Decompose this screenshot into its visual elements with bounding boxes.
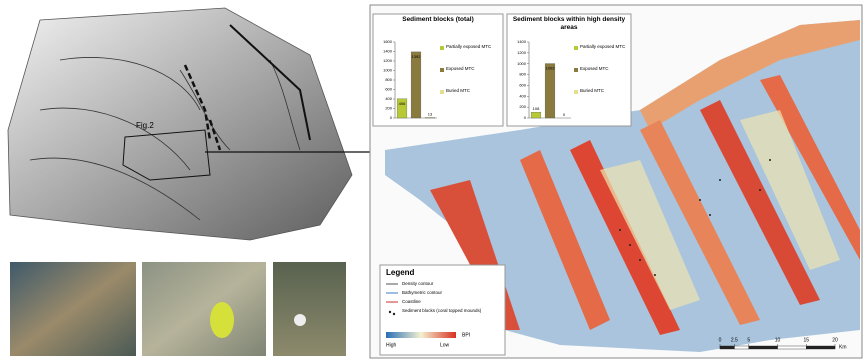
y-tick-label: 800 xyxy=(385,77,392,82)
ramp-title: BPI xyxy=(462,332,470,338)
y-tick-label: 400 xyxy=(519,93,526,98)
y-tick-label: 600 xyxy=(385,87,392,92)
legend-label: Exposed MTC xyxy=(580,66,630,71)
bar xyxy=(411,52,421,118)
scale-segment xyxy=(734,346,748,349)
ramp-high: High xyxy=(386,342,397,348)
scale-label: 0 xyxy=(719,337,722,343)
scale-segment xyxy=(749,346,778,349)
map-legend: Legend Density contour Bathymetric conto… xyxy=(380,265,505,355)
chart-title: Sediment blocks within high density area… xyxy=(509,16,629,31)
legend-label-box: Exposed MTC xyxy=(580,66,630,80)
bar xyxy=(545,64,555,118)
legend-label-box: Partially exposed MTC xyxy=(446,44,502,58)
y-tick-label: 1600 xyxy=(383,39,393,44)
legend-label: Buried MTC xyxy=(580,88,630,93)
scale-label: 20 xyxy=(832,337,838,343)
legend-item: Bathymetric contour xyxy=(402,290,443,295)
y-tick-label: 200 xyxy=(385,106,392,111)
scale-label: 15 xyxy=(803,337,809,343)
figure: Fig.2 Legend Density contour Bathymetric… xyxy=(0,0,865,363)
chart-title-box: Sediment blocks within high density area… xyxy=(509,16,629,34)
y-tick-label: 1400 xyxy=(383,49,393,54)
legend-item: Coastline xyxy=(402,299,421,304)
photo xyxy=(142,262,266,356)
y-tick-label: 1000 xyxy=(383,68,393,73)
value-label: 1003 xyxy=(546,66,556,71)
y-tick-label: 200 xyxy=(519,104,526,109)
y-tick-label: 600 xyxy=(519,82,526,87)
legend-swatch xyxy=(574,68,578,72)
bar xyxy=(425,117,435,118)
chart-title-box: Sediment blocks (total) xyxy=(375,16,501,34)
legend-label: Partially exposed MTC xyxy=(580,44,630,49)
chart-title: Sediment blocks (total) xyxy=(375,16,501,24)
legend-swatch xyxy=(440,90,444,94)
y-tick-label: 400 xyxy=(385,96,392,101)
photo xyxy=(10,262,136,356)
legend-item: Density contour xyxy=(402,281,434,286)
legend-label-box: Partially exposed MTC xyxy=(580,44,630,58)
page: Fig.2 Legend Density contour Bathymetric… xyxy=(0,0,865,363)
ramp-low: Low xyxy=(440,342,450,348)
y-tick-label: 1200 xyxy=(383,58,393,63)
legend-swatch xyxy=(440,68,444,72)
photo xyxy=(273,262,346,356)
legend-item: Sediment blocks (coral topped mounds) xyxy=(402,308,492,313)
value-label: 13 xyxy=(428,111,433,116)
legend-label: Partially exposed MTC xyxy=(446,44,502,49)
bar xyxy=(531,112,541,118)
y-tick-label: 1400 xyxy=(517,39,527,44)
value-label: 1392 xyxy=(412,54,422,59)
scale-segment xyxy=(806,346,835,349)
value-label: 108 xyxy=(533,106,540,111)
scale-unit: Km xyxy=(839,344,847,350)
fig-label: Fig.2 xyxy=(136,121,154,130)
legend-label: Buried MTC xyxy=(446,88,502,93)
legend-swatch xyxy=(574,90,578,94)
scale-label: 2.5 xyxy=(731,337,738,343)
terrain-3d: Fig.2 xyxy=(8,8,410,240)
y-tick-label: 800 xyxy=(519,72,526,77)
legend-label-box: Buried MTC xyxy=(446,88,502,102)
legend-label-box: Buried MTC xyxy=(580,88,630,102)
legend-swatch xyxy=(574,46,578,50)
scale-label: 5 xyxy=(747,337,750,343)
legend-label-box: Exposed MTC xyxy=(446,66,502,80)
y-tick-label: 1200 xyxy=(517,50,527,55)
value-label: 406 xyxy=(399,101,406,106)
scale-label: 10 xyxy=(775,337,781,343)
legend-title: Legend xyxy=(386,268,415,277)
legend-swatch xyxy=(440,46,444,50)
y-tick-label: 1000 xyxy=(517,61,527,66)
scale-segment xyxy=(778,346,807,349)
scale-segment xyxy=(720,346,734,349)
legend-label: Exposed MTC xyxy=(446,66,502,71)
